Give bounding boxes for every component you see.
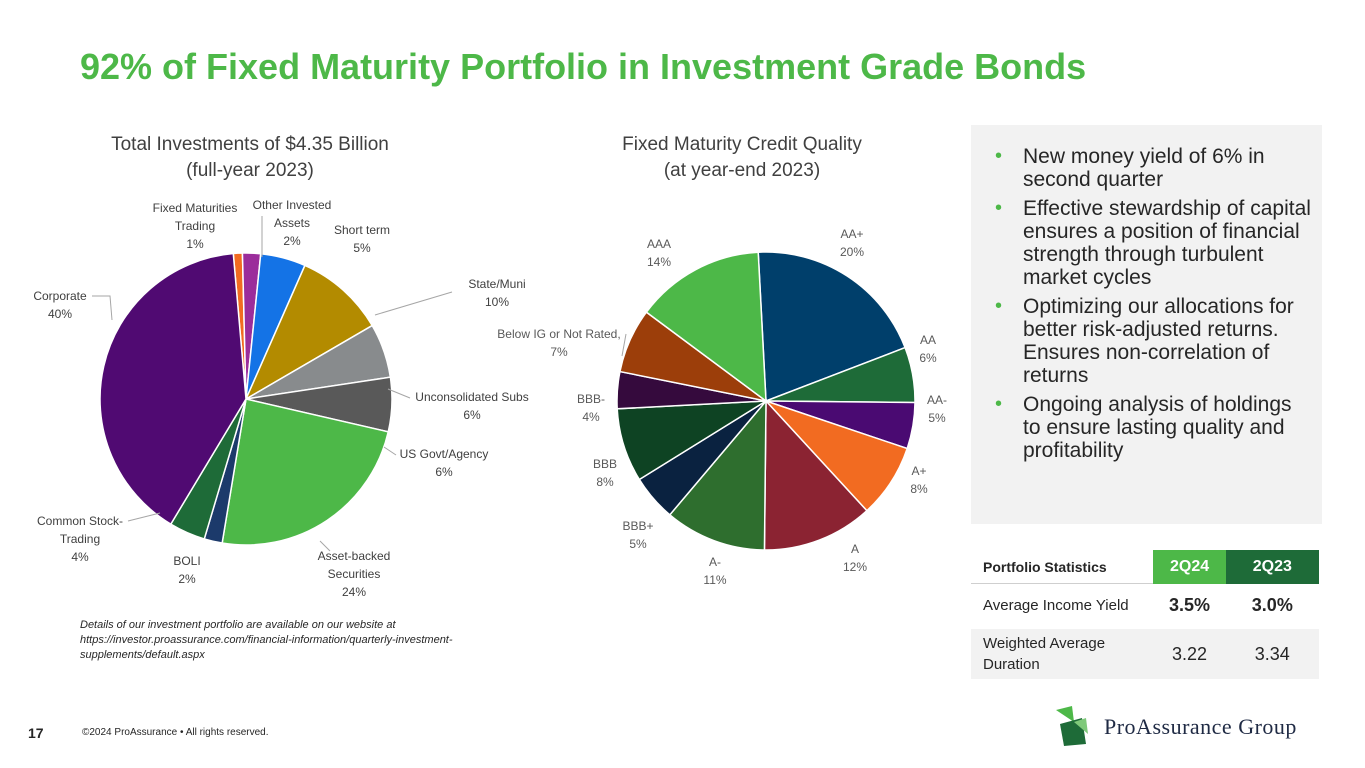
bullet-dot-icon: •	[995, 295, 1003, 317]
portfolio-statistics-table: Portfolio Statistics 2Q24 2Q23 Average I…	[971, 550, 1319, 679]
pie-slice-corporate	[99, 252, 247, 526]
pie-slice-state-muni	[244, 264, 374, 401]
chart1-title-block: Total Investments of $4.35 Billion (full…	[60, 132, 440, 184]
row-value-2q23: 3.34	[1225, 628, 1319, 679]
leader-line	[374, 291, 453, 316]
company-logo: ProAssurance Group	[1052, 704, 1327, 748]
pie-slice-a	[668, 398, 767, 551]
slice-label: BBB+ 5%	[622, 519, 653, 551]
slice-label: AA-5%	[927, 393, 947, 425]
bullet-item: • Effective stewardship of capital ensure…	[993, 197, 1313, 289]
leader-line	[621, 333, 627, 357]
table-header-row: Portfolio Statistics 2Q24 2Q23	[971, 550, 1319, 584]
pie-chart-1: Fixed Maturities Trading 1% Other Invested A…	[33, 198, 528, 599]
slice-label: Short term 5%	[334, 223, 390, 255]
charts-canvas: Fixed Maturities Trading 1% Other Invested A…	[33, 198, 947, 599]
slide-title: 92% of Fixed Maturity Portfolio in Inves…	[80, 46, 1087, 87]
row-value-2q23: 3.0%	[1225, 583, 1319, 629]
slice-label: Common Stock-Trading 4%	[37, 514, 123, 564]
table-header-2q24: 2Q24	[1153, 550, 1226, 584]
slice-label: BOLI 2%	[173, 554, 200, 586]
pie-slice-asset-backed-securities	[221, 398, 390, 546]
table-row: Weighted Average Duration 3.22 3.34	[971, 628, 1319, 679]
row-value-2q24: 3.5%	[1153, 583, 1226, 629]
copyright-text: ©2024 ProAssurance • All rights reserved…	[82, 727, 269, 738]
page-number: 17	[28, 725, 44, 741]
pie-chart-2: AA+ 20% AA 6% AA-5% A+ 8% A 12% A-11% BBB+ 5% BBB 8% B…	[497, 227, 947, 587]
slice-label: Other Invested Assets 2%	[253, 198, 332, 248]
highlights-panel: • New money yield of 6% in second quarter…	[971, 125, 1322, 524]
row-value-2q24: 3.22	[1153, 628, 1226, 679]
bullet-text: Optimizing our allocations for better ri…	[1023, 295, 1294, 387]
slice-label: A 12%	[843, 542, 867, 574]
leader-line	[127, 512, 161, 522]
leader-line	[92, 295, 113, 321]
slice-label: AA+ 20%	[840, 227, 864, 259]
pie-slice-aaa	[645, 251, 767, 403]
table-header-2q23: 2Q23	[1225, 550, 1319, 584]
table-row: Average Income Yield 3.5% 3.0%	[971, 583, 1319, 629]
slice-label: Asset-backed Securities 24%	[318, 549, 391, 599]
slice-label: Fixed Maturities Trading 1%	[153, 201, 238, 251]
bullet-text: Effective stewardship of capital ensures…	[1023, 197, 1311, 289]
chart2-title-block: Fixed Maturity Credit Quality (at year-e…	[552, 132, 932, 184]
row-label: Average Income Yield	[971, 583, 1154, 629]
pie-slice-a	[763, 399, 868, 551]
bullet-text: New money yield of 6% in second quarter	[1023, 145, 1265, 191]
chart2-subtitle: (at year-end 2023)	[663, 160, 821, 181]
bullet-dot-icon: •	[995, 197, 1003, 219]
slice-label: State/Muni 10%	[468, 277, 525, 309]
slice-label: Corporate 40%	[33, 289, 87, 321]
leader-line	[383, 446, 397, 456]
logo-text: ProAssurance Group	[1104, 714, 1297, 739]
slice-label: AAA 14%	[647, 237, 671, 269]
chart1-title: Total Investments of $4.35 Billion	[111, 134, 389, 155]
bullet-item: • Optimizing our allocations for better r…	[993, 295, 1313, 387]
bullet-item: • New money yield of 6% in second quarter	[993, 145, 1313, 191]
slice-label: US Govt/Agency 6%	[400, 447, 489, 479]
slice-label: A+ 8%	[910, 464, 928, 496]
slice-label: BBB-4%	[577, 392, 605, 424]
row-label: Weighted Average Duration	[971, 628, 1154, 679]
slice-label: AA 6%	[919, 333, 937, 365]
pie-slice-aa	[757, 251, 907, 403]
chart1-subtitle: (full-year 2023)	[186, 160, 314, 181]
slice-label: Unconsolidated Subs 6%	[415, 390, 528, 422]
highlights-list: • New money yield of 6% in second quarter…	[993, 145, 1313, 468]
slice-label: Below IG or Not Rated, 7%	[497, 327, 620, 359]
table-header-label: Portfolio Statistics	[971, 550, 1154, 584]
slice-label: A-11%	[703, 555, 726, 587]
logo-mark-icon	[1056, 706, 1088, 746]
leader-line	[387, 388, 411, 399]
slice-label: BBB 8%	[593, 457, 617, 489]
chart2-title: Fixed Maturity Credit Quality	[622, 134, 862, 155]
bullet-text: Ongoing analysis of holdings to ensure l…	[1023, 393, 1292, 462]
leader-line	[319, 540, 331, 552]
bullet-item: • Ongoing analysis of holdings to ensure …	[993, 393, 1313, 462]
footnote: Details of our investment portfolio are …	[80, 619, 453, 661]
bullet-dot-icon: •	[995, 145, 1003, 167]
bullet-dot-icon: •	[995, 393, 1003, 415]
